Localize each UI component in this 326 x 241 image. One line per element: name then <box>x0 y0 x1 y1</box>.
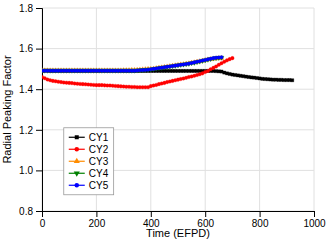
legend-item: CY5 <box>69 180 109 191</box>
series-line <box>42 57 222 70</box>
x-axis-tick-label: 0 <box>40 218 46 229</box>
legend-item: CY3 <box>69 156 109 167</box>
legend-item: CY4 <box>69 168 109 179</box>
legend-symbol <box>74 158 80 163</box>
y-axis: 0.8 1.0 1.2 1.4 1.6 1.8 <box>19 3 42 217</box>
grid-line-x <box>150 8 151 211</box>
plot-area: 020040060080010000.81.01.21.41.61.8 <box>19 3 326 229</box>
series <box>42 56 224 73</box>
x-axis-tick-mark <box>151 211 152 217</box>
x-axis-tick-label: 800 <box>252 218 269 229</box>
grid-line-x <box>259 8 260 211</box>
y-axis-line <box>36 9 43 212</box>
y-axis-tick: 1.2 <box>19 125 42 136</box>
y-axis-tick-label: 0.8 <box>19 206 33 217</box>
grid-line-y <box>42 48 314 49</box>
grid-line-x <box>314 8 315 211</box>
x-axis-title: Time (EFPD) <box>146 227 210 239</box>
x-axis-tick: 800 <box>252 211 269 229</box>
legend-item: CY2 <box>69 144 109 155</box>
y-axis-tick-label: 1.0 <box>19 165 33 176</box>
y-axis-tick: 1.0 <box>19 165 42 176</box>
series-group <box>42 55 294 89</box>
series-marker <box>231 56 235 60</box>
x-axis-line <box>43 212 315 218</box>
legend-item: CY1 <box>69 132 109 143</box>
legend-label: CY1 <box>89 132 109 143</box>
y-axis-tick-mark <box>36 130 42 131</box>
series <box>42 55 224 72</box>
series <box>42 56 223 73</box>
legend-symbol <box>75 183 80 188</box>
grid-line-x <box>205 8 206 211</box>
y-axis-tick-mark <box>36 89 42 90</box>
chart: 020040060080010000.81.01.21.41.61.8Time … <box>0 0 326 241</box>
y-axis-tick: 1.4 <box>19 84 42 95</box>
y-axis-tick-label: 1.6 <box>19 43 33 54</box>
y-axis-title: Radial Peaking Factor <box>1 55 13 164</box>
x-axis-tick-mark <box>260 211 261 217</box>
series-marker <box>291 79 294 82</box>
x-axis-tick: 1000 <box>303 211 326 229</box>
legend: CY1CY2CY3CY4CY5 <box>64 128 114 195</box>
legend-symbol <box>75 135 79 139</box>
x-axis-tick-label: 200 <box>89 218 106 229</box>
series <box>42 69 294 82</box>
x-axis-tick-mark <box>96 211 97 217</box>
x-axis-tick: 200 <box>89 211 106 229</box>
x-axis-tick-mark <box>314 211 315 217</box>
x-axis-tick-label: 1000 <box>303 218 326 229</box>
legend-symbol <box>75 147 80 152</box>
y-axis-tick: 1.6 <box>19 43 42 54</box>
x-axis-tick-mark <box>205 211 206 217</box>
y-axis-tick-mark <box>36 8 42 9</box>
series-marker <box>219 56 224 60</box>
y-axis-tick-label: 1.2 <box>19 125 33 136</box>
grid-line-y <box>42 8 314 9</box>
y-axis-tick-mark <box>36 49 42 50</box>
legend-label: CY3 <box>89 156 109 167</box>
y-axis-tick-label: 1.4 <box>19 84 33 95</box>
series-line <box>42 58 222 71</box>
legend-label: CY5 <box>89 180 109 191</box>
y-axis-tick: 0.8 <box>19 206 42 217</box>
y-axis-tick-mark <box>36 211 42 212</box>
legend-label: CY2 <box>89 144 109 155</box>
grid <box>42 8 314 211</box>
legend-box <box>64 128 114 195</box>
x-axis-tick: 0 <box>40 211 46 229</box>
grid-line-y <box>42 89 314 90</box>
legend-label: CY4 <box>89 168 109 179</box>
legend-symbol <box>74 172 80 177</box>
y-axis-tick: 1.8 <box>19 3 42 14</box>
series <box>42 56 234 89</box>
y-axis-tick-label: 1.8 <box>19 3 33 14</box>
series-marker <box>220 56 224 60</box>
series-line <box>42 58 232 87</box>
y-axis-tick-mark <box>36 170 42 171</box>
